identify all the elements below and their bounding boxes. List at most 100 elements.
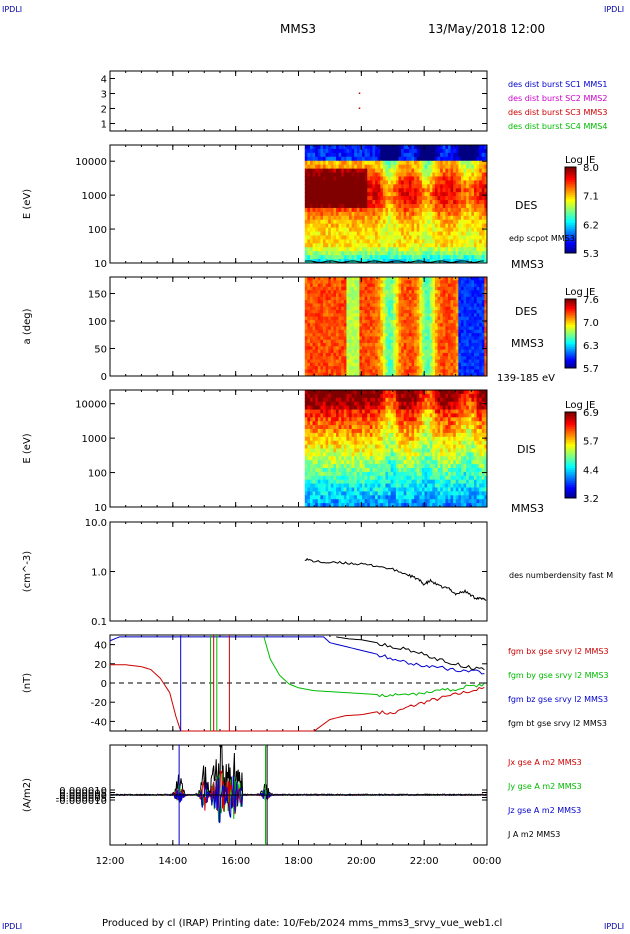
heatmap-cell (312, 326, 316, 331)
colorbar-swatch (565, 362, 576, 366)
corner-label-br: IPDLI (604, 922, 625, 931)
heatmap-cell (447, 326, 451, 331)
heatmap-cell (419, 164, 423, 169)
heatmap-cell (484, 251, 488, 256)
heatmap-cell (434, 227, 438, 232)
heatmap-cell (336, 188, 340, 193)
heatmap-cell (398, 359, 402, 364)
heatmap-cell (398, 145, 402, 150)
heatmap-cell (434, 207, 438, 213)
heatmap-cell (406, 290, 410, 294)
heatmap-cell (473, 247, 477, 252)
heatmap-cell (307, 329, 311, 334)
heatmap-cell (307, 413, 311, 418)
heatmap-cell (437, 280, 441, 284)
heatmap-cell (419, 290, 423, 294)
heatmap-cell (453, 316, 457, 321)
heatmap-cell (349, 180, 353, 185)
heatmap-cell (354, 316, 358, 321)
heatmap-cell (377, 188, 381, 193)
heatmap-cell (309, 176, 313, 181)
heatmap-cell (349, 148, 353, 154)
heatmap-cell (333, 215, 337, 221)
heatmap-cell (432, 339, 436, 344)
heatmap-cell (377, 235, 381, 240)
heatmap-cell (429, 259, 433, 264)
heatmap-cell (328, 204, 332, 209)
heatmap-cell (479, 231, 483, 236)
heatmap-cell (320, 280, 324, 284)
heatmap-cell (468, 196, 472, 201)
heatmap-cell (393, 235, 397, 240)
heatmap-cell (349, 219, 353, 225)
heatmap-cell (434, 243, 438, 248)
heatmap-cell (468, 303, 472, 308)
heatmap-cell (395, 243, 399, 248)
heatmap-cell (414, 369, 418, 374)
heatmap-cell (390, 303, 394, 308)
heatmap-cell (336, 409, 340, 414)
heatmap-cell (320, 313, 324, 317)
heatmap-cell (458, 313, 462, 317)
heatmap-cell (312, 440, 316, 445)
heatmap-cell (375, 200, 379, 205)
heatmap-cell (453, 204, 457, 209)
heatmap-cell (437, 336, 441, 341)
colorbar-swatch (565, 190, 576, 194)
heatmap-cell (385, 192, 389, 197)
heatmap-cell (481, 152, 485, 158)
heatmap-cell (398, 372, 402, 377)
heatmap-cell (328, 491, 332, 496)
heatmap-cell (450, 286, 454, 291)
heatmap-cell (330, 413, 334, 418)
heatmap-cell (323, 188, 327, 193)
heatmap-cell (385, 211, 389, 217)
heatmap-cell (440, 215, 444, 221)
heatmap-cell (406, 207, 410, 213)
heatmap-cell (473, 243, 477, 248)
heatmap-cell (380, 211, 384, 217)
heatmap-cell (330, 310, 334, 314)
heatmap-cell (359, 235, 363, 240)
heatmap-cell (476, 243, 480, 248)
heatmap-cell (447, 152, 451, 158)
heatmap-cell (349, 339, 353, 344)
heatmap-cell (328, 366, 332, 370)
heatmap-cell (421, 239, 425, 244)
heatmap-cell (434, 251, 438, 256)
heatmap-cell (304, 196, 308, 201)
heatmap-cell (362, 247, 366, 252)
heatmap-cell (312, 464, 316, 469)
heatmap-cell (447, 300, 451, 304)
heatmap-cell (312, 200, 316, 205)
heatmap-cell (367, 303, 371, 308)
heatmap-cell (414, 204, 418, 209)
heatmap-cell (414, 239, 418, 244)
heatmap-cell (388, 366, 392, 370)
heatmap-cell (403, 313, 407, 317)
heatmap-cell (484, 359, 488, 364)
heatmap-cell (330, 290, 334, 294)
heatmap-cell (307, 300, 311, 304)
heatmap-cell (481, 313, 485, 317)
heatmap-cell (328, 471, 332, 477)
heatmap-cell (445, 329, 449, 334)
heatmap-cell (424, 227, 428, 232)
heatmap-cell (393, 313, 397, 317)
heatmap-cell (372, 323, 376, 327)
heatmap-cell (476, 323, 480, 327)
heatmap-cell (458, 223, 462, 228)
heatmap-cell (424, 349, 428, 354)
heatmap-cell (421, 251, 425, 256)
heatmap-cell (401, 366, 405, 370)
heatmap-cell (372, 164, 376, 169)
heatmap-cell (333, 346, 337, 350)
heatmap-cell (481, 306, 485, 311)
heatmap-cell (421, 326, 425, 331)
heatmap-cell (471, 303, 475, 308)
heatmap-cell (411, 343, 415, 347)
heatmap-cell (307, 180, 311, 185)
heatmap-cell (317, 277, 321, 281)
heatmap-cell (338, 491, 342, 496)
heatmap-cell (468, 277, 472, 281)
